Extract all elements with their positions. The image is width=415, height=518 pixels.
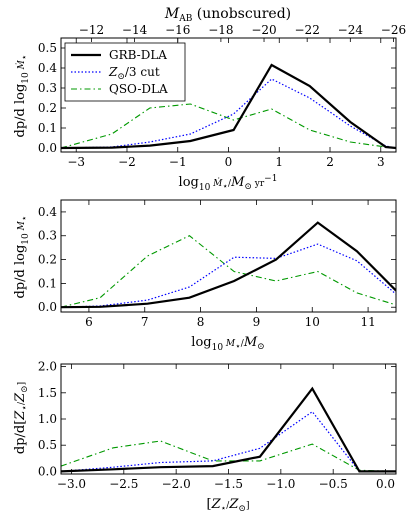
- series-line-grb-dla: [61, 63, 396, 150]
- series-line-z-cut: [61, 410, 396, 472]
- y-axis-label-2: dp/d log10 M⋆: [13, 216, 31, 299]
- y-tick-label: 0.0: [38, 141, 57, 155]
- x-tick-label: 2: [326, 155, 334, 169]
- x-tick-label: 8: [197, 315, 205, 329]
- y-tick-label: 0.1: [38, 276, 57, 290]
- legend-label: GRB-DLA: [109, 48, 167, 62]
- x-tick-label: 10: [305, 315, 320, 329]
- series-line-qso-dla: [61, 440, 396, 472]
- x-tick-label: −1.0: [266, 477, 295, 491]
- panel-2: 6 7 8 9 10 11 0.0 0.1 0.2 0.3 0.4: [38, 199, 397, 329]
- y-tick-label: 0.2: [38, 101, 57, 115]
- x-tick-label: 9: [253, 315, 261, 329]
- y-tick-label: 0.4: [38, 61, 57, 75]
- y-tick-label: 0.5: [38, 438, 57, 452]
- series-line-qso-dla: [61, 103, 396, 149]
- axes-frame: [60, 37, 397, 153]
- x-tick-label: −3: [67, 155, 85, 169]
- y-axis-label-3: dp/d[Z⋆/Z⊙]: [13, 382, 30, 454]
- x-axis-label-1: log10 Ṁ⋆/M⊙ yr−1: [179, 174, 278, 193]
- x-tick-label: −1: [169, 155, 187, 169]
- x-tick-label: −2: [118, 155, 136, 169]
- y-tick-label: 0.3: [38, 81, 57, 95]
- panel-3: −3.0 −2.5 −2.0 −1.5 −1.0 −0.5 0.0 0.0 0.5 1.0 1.5 2…: [38, 360, 397, 491]
- top-tick-label: −14: [122, 23, 148, 37]
- x-tick-label: 6: [85, 315, 93, 329]
- y-axis-label-1: dp/d log10 Ṁ⋆: [13, 55, 31, 138]
- x-tick-label: 1: [275, 155, 283, 169]
- axes-frame: [60, 199, 397, 313]
- top-tick-label: −18: [208, 23, 233, 37]
- x-tick-label: −2.5: [109, 477, 138, 491]
- x-tick-label: −2.0: [162, 477, 191, 491]
- y-tick-label: 1.5: [38, 386, 57, 400]
- y-tick-label: 0.5: [38, 41, 57, 55]
- x-tick-label: 7: [141, 315, 149, 329]
- y-tick-label: 0.1: [38, 121, 57, 135]
- top-tick-label: −26: [381, 23, 406, 37]
- top-tick-label: −22: [295, 23, 320, 37]
- top-axis: −12 −14 −16 −18 −20 −22 −24 −26 MAB (unobscured): [79, 6, 406, 42]
- x-tick-label: −1.5: [214, 477, 243, 491]
- x-tick-label: −0.5: [319, 477, 348, 491]
- y-tick-label: 0.4: [38, 205, 57, 219]
- legend-label: QSO-DLA: [109, 82, 168, 96]
- y-tick-label: 0.0: [38, 300, 57, 314]
- x-tick-label: 0.0: [376, 477, 395, 491]
- x-tick-label: 11: [360, 315, 375, 329]
- x-tick-label: 3: [377, 155, 385, 169]
- top-axis-label: MAB (unobscured): [164, 6, 291, 24]
- legend-label: Z⊙/3 cut: [108, 65, 160, 82]
- y-tick-label: 0.0: [38, 464, 57, 478]
- series-line-z-cut: [61, 243, 396, 308]
- top-tick-label: −16: [165, 23, 190, 37]
- top-tick-label: −12: [79, 23, 104, 37]
- top-tick-label: −20: [251, 23, 276, 37]
- y-tick-label: 0.2: [38, 253, 57, 267]
- panel-1: −3 −2 −1 0 1 2 3 0.0 0.1 0.2 0.3 0.4 0.5: [38, 37, 397, 169]
- series-line-grb-dla: [61, 221, 396, 309]
- series-group: [61, 386, 396, 473]
- series-group: [61, 63, 396, 150]
- x-axis-label-2: log10 M⋆/M⊙: [191, 335, 264, 353]
- x-axis-label-3: [Z⋆/Z⊙]: [207, 497, 250, 514]
- axes-frame: [60, 363, 397, 475]
- series-line-qso-dla: [61, 235, 396, 308]
- y-tick-label: 2.0: [38, 360, 57, 374]
- x-tick-label: 0: [225, 155, 233, 169]
- y-tick-label: 1.0: [38, 412, 57, 426]
- top-tick-label: −24: [338, 23, 364, 37]
- x-tick-label: −3.0: [57, 477, 86, 491]
- y-tick-label: 0.3: [38, 229, 57, 243]
- series-group: [61, 221, 396, 309]
- series-line-grb-dla: [61, 386, 396, 473]
